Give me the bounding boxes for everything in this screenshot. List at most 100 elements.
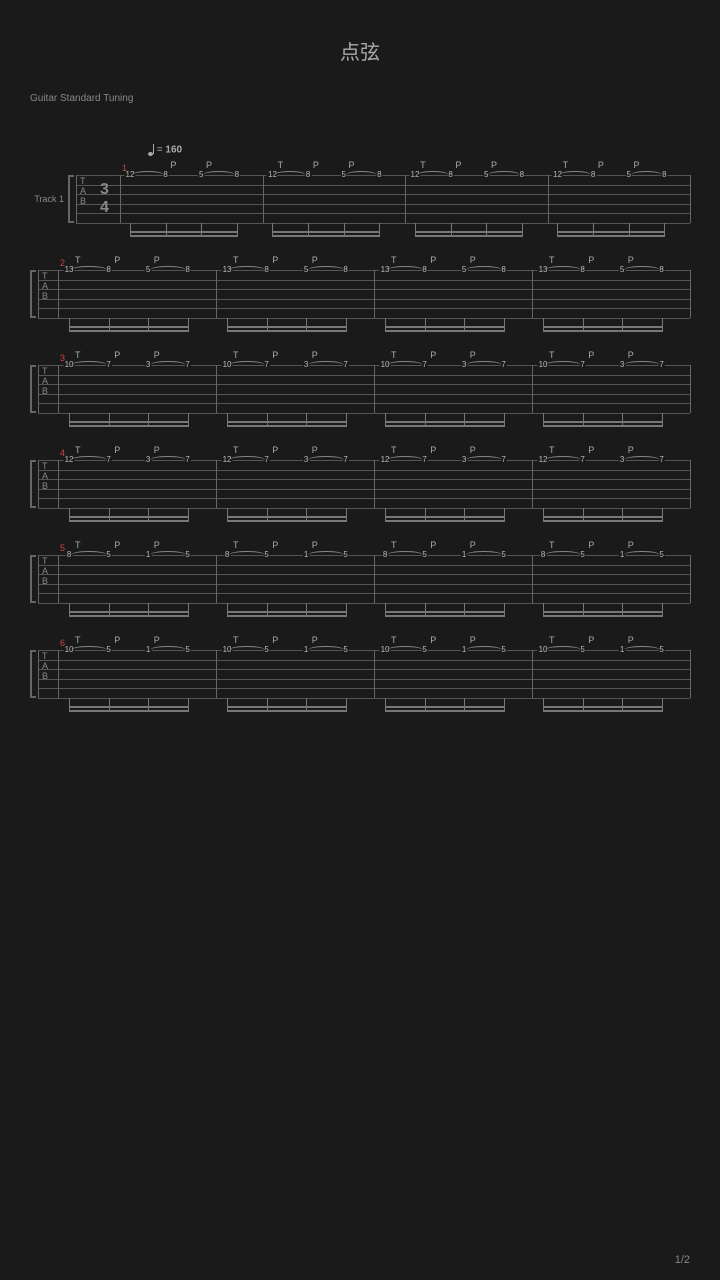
fret-number: 8 (382, 551, 388, 559)
fret-number: 7 (105, 361, 111, 369)
fret-number: 7 (500, 361, 506, 369)
fret-number: 8 (162, 171, 168, 179)
technique-label (651, 350, 691, 362)
fret-number: 1 (303, 646, 309, 654)
tab-clef: TAB (80, 177, 86, 207)
fret-number: 1 (619, 551, 625, 559)
slur (71, 456, 107, 460)
beam (69, 520, 188, 522)
beam (543, 516, 662, 518)
fret-number: 1 (145, 551, 151, 559)
string-line (76, 194, 690, 195)
timesig-bottom: 4 (100, 199, 109, 217)
fret-number: 8 (66, 551, 72, 559)
note-stem (346, 698, 347, 712)
slur (308, 646, 344, 650)
fret-number: 5 (421, 551, 427, 559)
beam (69, 706, 188, 708)
beam (543, 520, 662, 522)
string-line (38, 603, 690, 604)
staff-wrap: TAB58515851585158515 (30, 555, 690, 603)
fret-number: 1 (619, 646, 625, 654)
fret-number: 5 (303, 266, 309, 274)
fret-number: 3 (303, 456, 309, 464)
barline (690, 365, 691, 413)
technique-label (651, 445, 691, 457)
fret-number: 8 (540, 551, 546, 559)
note-stem (346, 413, 347, 427)
timesig-top: 3 (100, 181, 109, 199)
slur (150, 361, 186, 365)
slur (466, 266, 502, 270)
string-line (38, 688, 690, 689)
slur (387, 456, 423, 460)
technique-row: TPPTPPTPPTPP (30, 445, 690, 457)
slur (203, 171, 235, 175)
technique-label (654, 160, 690, 172)
tech-spacer (30, 160, 120, 172)
slur (387, 551, 423, 555)
tab-clef: TAB (42, 272, 48, 302)
note-stem (188, 508, 189, 522)
beam (543, 706, 662, 708)
beam (227, 710, 346, 712)
beam (227, 615, 346, 617)
fret-number: 3 (461, 456, 467, 464)
fret-number: 5 (105, 646, 111, 654)
technique-label (177, 635, 217, 647)
barline (690, 555, 691, 603)
time-signature: 34 (100, 181, 109, 217)
technique-label: P (572, 255, 612, 267)
slur (71, 646, 107, 650)
staff-wrap: TAB610515105151051510515 (30, 650, 690, 698)
barline (374, 365, 375, 413)
beam (415, 235, 522, 237)
barline (58, 365, 59, 413)
note-stem (346, 508, 347, 522)
fret-number: 7 (263, 456, 269, 464)
slur (417, 171, 449, 175)
string-line (38, 669, 690, 670)
slur (71, 266, 107, 270)
tab-staff: TAB34112858128581285812858 (76, 175, 690, 223)
barline (548, 175, 549, 223)
fret-number: 8 (579, 266, 585, 274)
beam (69, 611, 188, 613)
slur (466, 361, 502, 365)
technique-row: TPPTPPTPPTPP (30, 350, 690, 362)
fret-number: 5 (263, 646, 269, 654)
fret-number: 7 (184, 361, 190, 369)
note-stem (662, 318, 663, 332)
fret-number: 8 (184, 266, 190, 274)
barline (532, 270, 533, 318)
beam (385, 615, 504, 617)
barline (58, 650, 59, 698)
tab-clef-letter: B (42, 577, 48, 587)
barline (216, 270, 217, 318)
slur (274, 171, 306, 175)
note-stem (504, 603, 505, 617)
slur (545, 361, 581, 365)
beam (69, 330, 188, 332)
note-stem (188, 318, 189, 332)
barline (374, 460, 375, 508)
slur (545, 266, 581, 270)
tab-staff: TAB412737127371273712737 (38, 460, 690, 508)
barline (690, 650, 691, 698)
barline (38, 650, 39, 698)
slur (132, 171, 164, 175)
string-line (76, 213, 690, 214)
slur (150, 266, 186, 270)
fret-number: 5 (342, 551, 348, 559)
barline (76, 175, 77, 223)
fret-number: 5 (421, 646, 427, 654)
fret-number: 8 (421, 266, 427, 274)
beam (227, 421, 346, 423)
note-stem (662, 698, 663, 712)
tab-clef: TAB (42, 462, 48, 492)
fret-number: 8 (342, 266, 348, 274)
barline (216, 650, 217, 698)
tempo-eq: = (157, 145, 163, 156)
slur (308, 361, 344, 365)
staff-system: TPPTPPTPPTPPTAB310737107371073710737 (30, 350, 690, 413)
